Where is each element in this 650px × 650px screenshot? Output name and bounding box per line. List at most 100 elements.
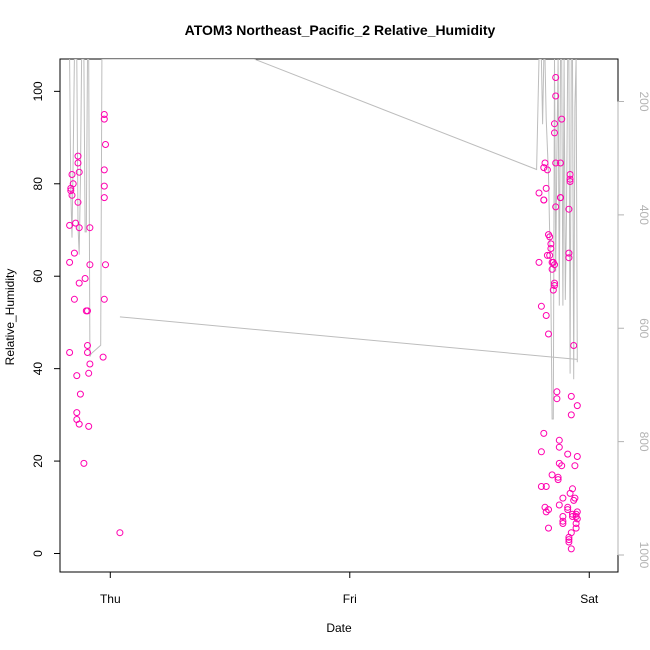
data-point xyxy=(552,159,560,167)
data-point xyxy=(551,261,558,269)
data-point xyxy=(552,92,560,100)
data-point xyxy=(540,429,548,437)
data-point xyxy=(84,342,91,349)
data-point xyxy=(551,279,558,287)
data-point xyxy=(86,224,94,232)
data-point xyxy=(75,279,83,287)
y2-tick-label: 200 xyxy=(637,91,650,111)
data-point xyxy=(540,164,548,172)
data-point xyxy=(74,159,82,167)
data-point xyxy=(564,506,572,514)
data-point xyxy=(548,471,556,479)
data-point xyxy=(75,224,83,232)
chart-title: ATOM3 Northeast_Pacific_2 Relative_Humid… xyxy=(185,22,496,38)
data-point xyxy=(102,261,109,269)
secondary-y-axis: 200 400 600 800 1000 xyxy=(617,91,650,569)
y2-tick-label: 1000 xyxy=(637,542,650,569)
data-point xyxy=(100,166,108,174)
data-point xyxy=(86,360,94,368)
data-point xyxy=(543,251,551,259)
data-point xyxy=(542,312,550,319)
data-point xyxy=(547,240,555,248)
data-point xyxy=(66,221,74,229)
y-tick-label: 20 xyxy=(31,454,45,468)
data-point xyxy=(551,282,558,289)
data-point xyxy=(559,494,567,502)
profile-line-2 xyxy=(119,316,578,360)
data-point xyxy=(555,436,563,444)
data-point xyxy=(537,483,545,490)
data-point xyxy=(555,443,563,451)
data-point xyxy=(72,219,80,227)
data-point xyxy=(85,422,93,430)
data-point xyxy=(572,524,580,532)
data-point xyxy=(73,372,81,380)
data-point xyxy=(537,448,545,456)
data-point xyxy=(554,473,562,481)
y-tick-label: 100 xyxy=(31,81,45,101)
x-axis-label: Date xyxy=(326,621,352,635)
data-point xyxy=(571,494,579,502)
data-point xyxy=(537,302,545,310)
data-point xyxy=(100,295,108,303)
y2-tick-label: 800 xyxy=(637,432,650,452)
data-point xyxy=(553,395,561,403)
data-point xyxy=(542,184,550,192)
data-point xyxy=(70,295,78,303)
profile-line-1 xyxy=(69,59,578,420)
data-point xyxy=(567,392,575,400)
data-point xyxy=(553,388,561,396)
data-point xyxy=(570,342,578,349)
data-point xyxy=(85,369,93,377)
data-point xyxy=(546,233,554,241)
data-point xyxy=(100,194,108,202)
data-point xyxy=(573,515,581,523)
data-point xyxy=(573,508,581,516)
data-point xyxy=(565,205,573,213)
y2-tick-label: 400 xyxy=(637,205,650,225)
data-point xyxy=(66,349,74,356)
profile-lines xyxy=(69,59,578,420)
data-point xyxy=(75,420,83,428)
data-point xyxy=(535,189,543,197)
data-point xyxy=(554,476,562,484)
data-point xyxy=(564,503,572,511)
data-point xyxy=(573,402,581,410)
y-axis: 0 20 40 60 80 100 xyxy=(31,81,61,557)
x-tick-label: Thu xyxy=(100,592,121,606)
data-point xyxy=(100,111,108,118)
data-point xyxy=(75,168,83,176)
data-point xyxy=(559,517,567,525)
data-point xyxy=(571,462,579,470)
data-point xyxy=(67,187,75,195)
data-point xyxy=(84,307,91,315)
data-point xyxy=(545,330,552,338)
data-point xyxy=(566,175,574,183)
data-point xyxy=(569,485,576,493)
data-point xyxy=(76,390,84,398)
data-point xyxy=(80,459,88,467)
x-axis: Thu Fri Sat xyxy=(100,571,599,606)
y-tick-label: 0 xyxy=(31,550,45,557)
data-point xyxy=(573,453,581,460)
data-point xyxy=(567,545,575,553)
data-point xyxy=(543,166,551,174)
data-point xyxy=(546,251,554,259)
data-point xyxy=(551,129,558,137)
data-point xyxy=(559,513,567,520)
data-point xyxy=(559,520,567,527)
data-point xyxy=(100,115,108,123)
data-point xyxy=(565,254,573,262)
data-point xyxy=(567,529,575,537)
data-point xyxy=(557,159,564,167)
data-point xyxy=(69,180,77,188)
data-point xyxy=(558,115,566,123)
data-point xyxy=(116,529,124,537)
data-point xyxy=(549,286,557,294)
data-point xyxy=(545,524,552,532)
data-point xyxy=(565,536,573,544)
data-point xyxy=(551,120,558,128)
data-point xyxy=(552,74,560,81)
data-point xyxy=(540,196,548,204)
